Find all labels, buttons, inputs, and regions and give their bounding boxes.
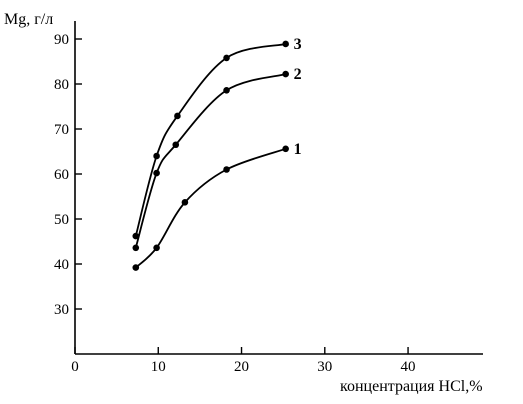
axes: 30 40 50 60 70 80 90 0 10 20 30 40 [54,21,483,375]
x-tick-label: 40 [401,359,416,375]
series-3: 3 [132,36,302,240]
data-point [223,166,230,173]
x-axis-label: концентрация HCl,% [340,378,483,395]
series-line [134,43,286,237]
y-tick-label: 80 [54,77,69,93]
data-point [223,87,230,94]
data-point [153,169,160,177]
series-label: 2 [294,66,302,83]
data-point [132,264,140,271]
data-point [132,232,140,240]
y-tick-label: 60 [54,167,69,183]
data-point [223,54,230,62]
series-1: 1 [132,141,302,271]
y-tick-label: 90 [54,32,69,48]
data-point [282,40,289,48]
y-axis-label: Mg, г/л [4,11,53,28]
x-tick-label: 20 [234,359,249,375]
data-point [174,112,181,120]
y-tick-label: 40 [54,257,69,273]
data-point [153,152,160,160]
x-tick-label: 30 [317,359,332,375]
y-tick-label: 30 [54,302,69,318]
series-layer: 1 2 3 [132,36,302,271]
data-point [181,199,189,206]
series-label: 1 [294,141,302,158]
data-point [282,145,289,153]
x-tick-label: 0 [71,359,79,375]
series-label: 3 [294,36,302,53]
series-2: 2 [132,66,302,252]
data-point [282,70,289,78]
data-point [132,244,140,252]
data-point [153,244,160,252]
y-tick-label: 70 [54,122,69,138]
series-line [134,73,286,249]
data-point [172,141,180,149]
y-tick-label: 50 [54,212,69,228]
x-tick-label: 10 [151,359,166,375]
